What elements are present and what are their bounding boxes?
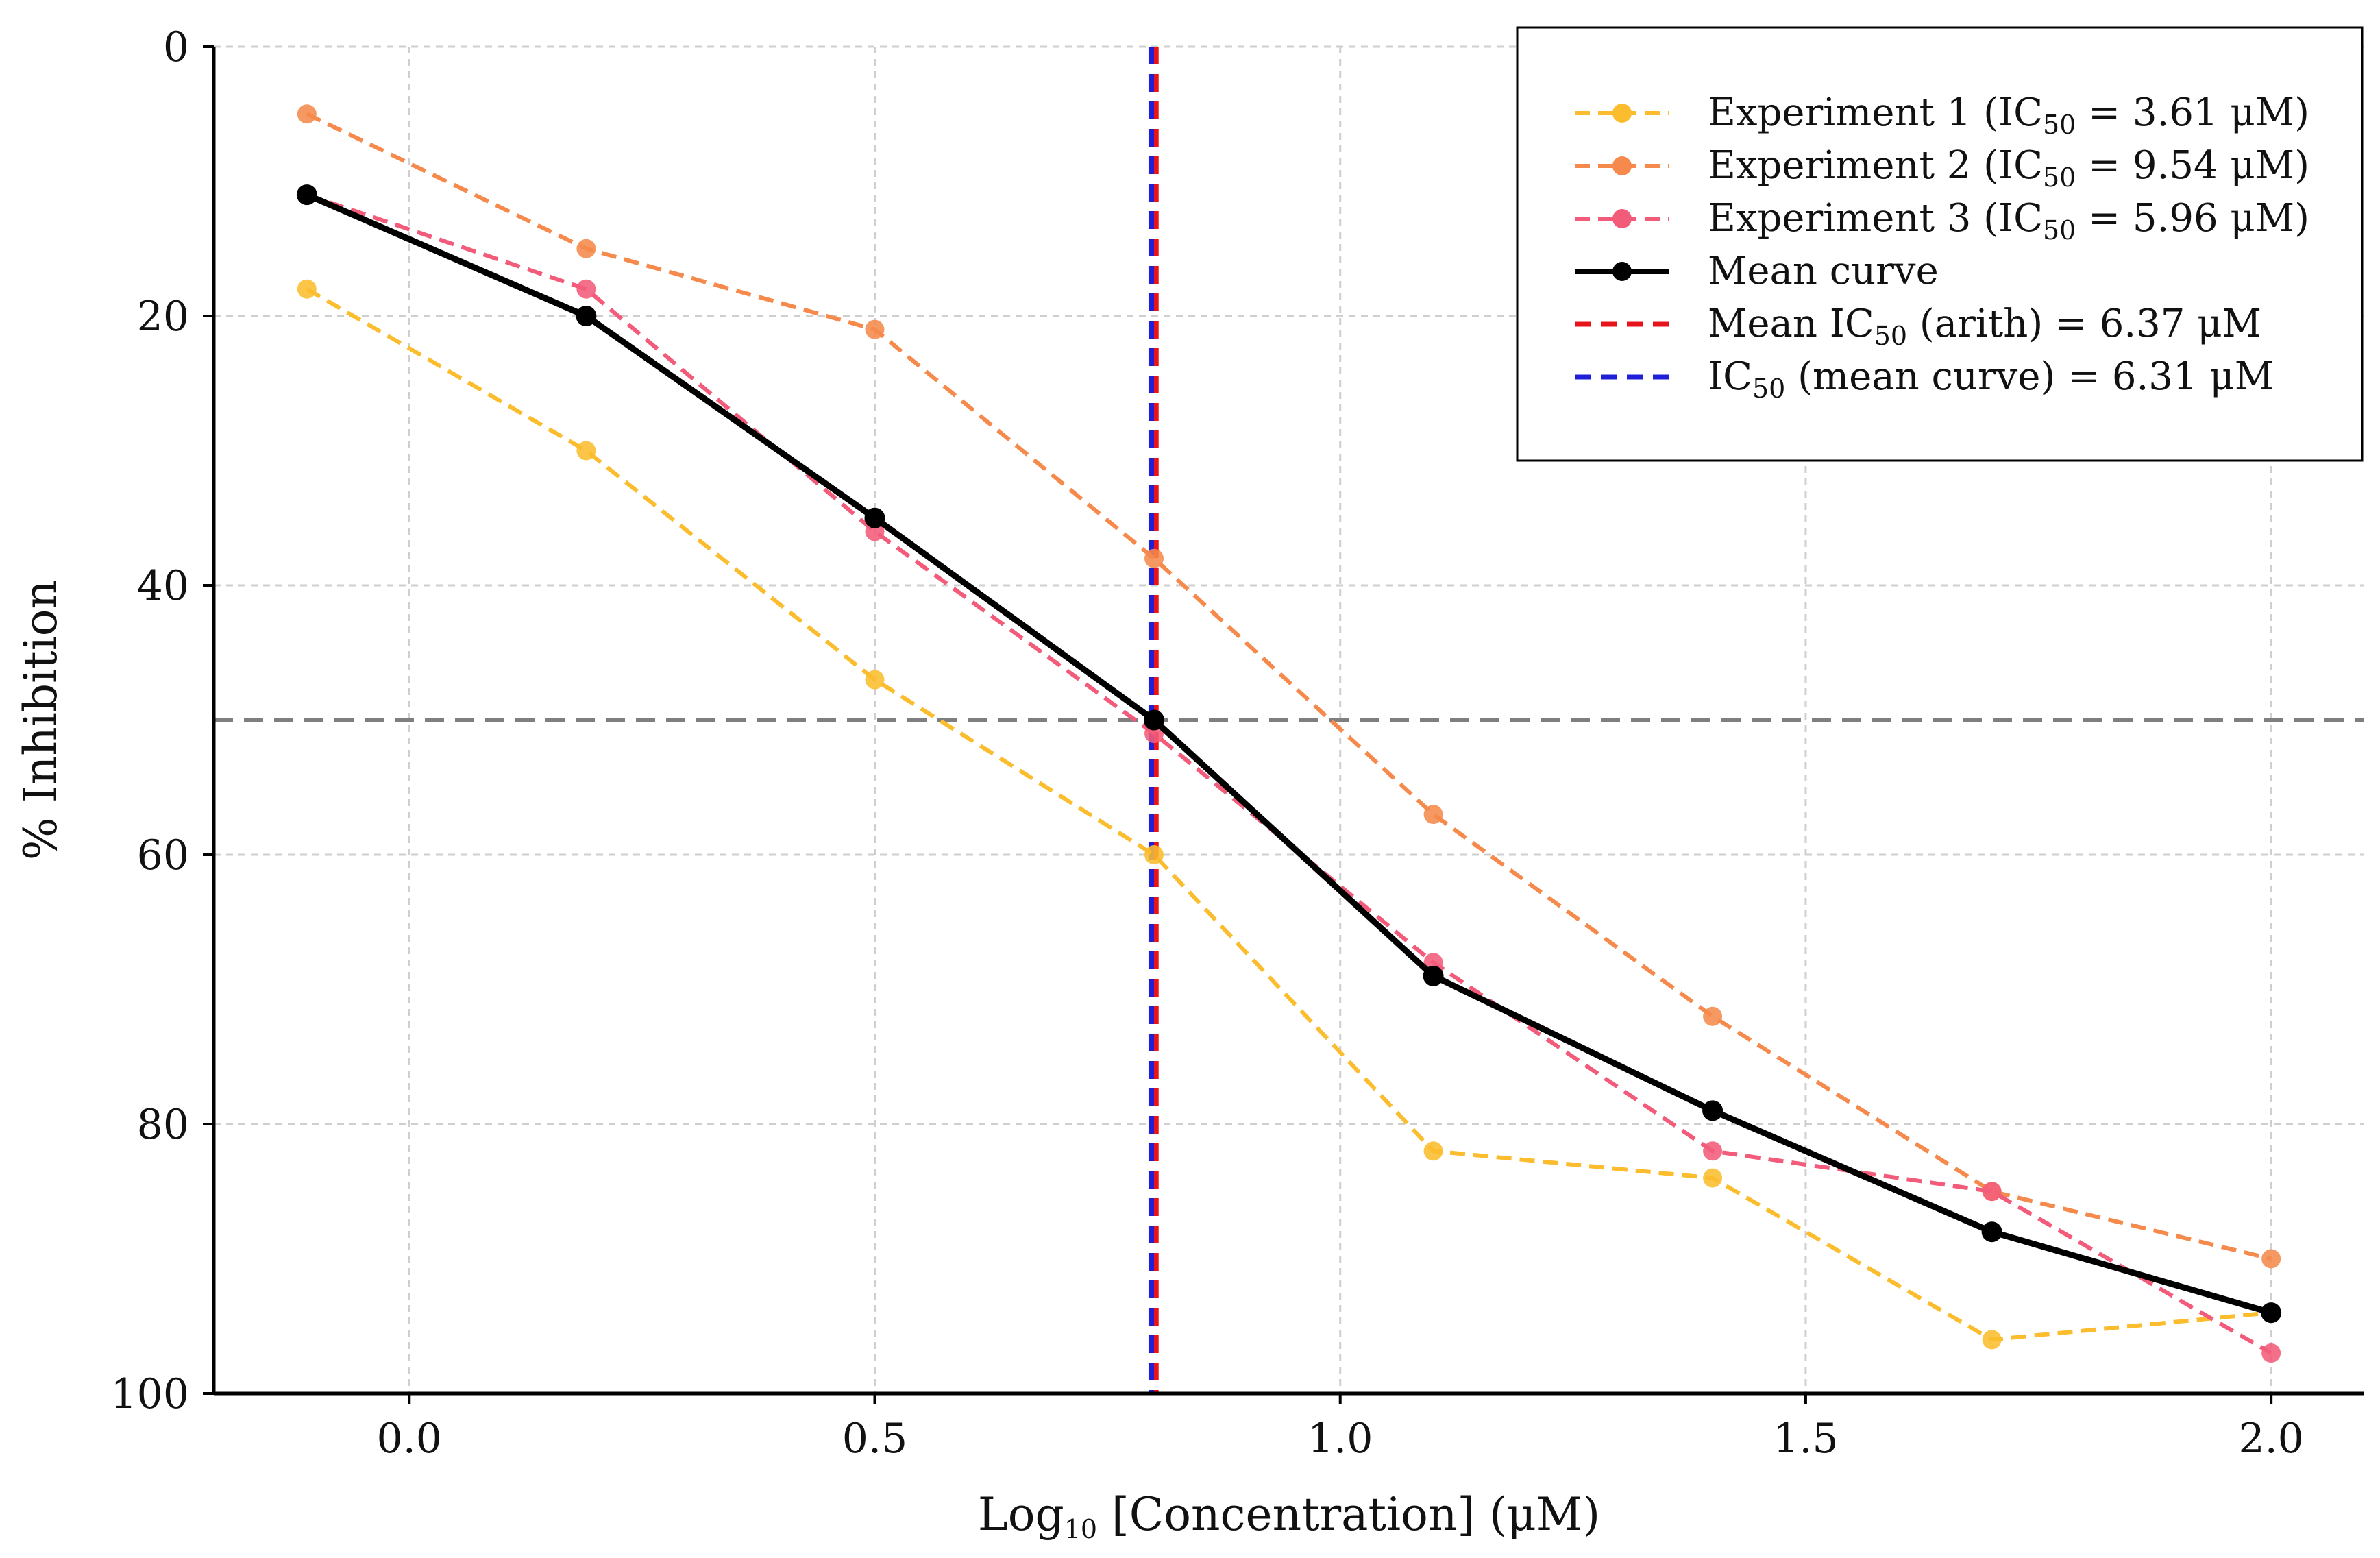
point-exp1-0 [297,279,317,299]
point-exp2-1 [576,239,596,258]
series-line-mean [306,192,2272,1316]
y-tick-label-5: 100 [110,1370,189,1418]
point-exp1-1 [576,441,596,461]
legend-box [1516,26,2364,462]
x-axis-title-main: Log [978,1488,1064,1541]
point-mean-7 [2261,1302,2282,1324]
legend-label-ic50-mean-curve-main: IC [1708,354,1752,399]
legend-label-ic50-arith-subscript: 50 [1874,321,1907,351]
legend-label-mean-main: Mean curve [1708,249,1939,293]
legend-label-exp3-main: Experiment 3 (IC [1708,196,2043,241]
legend-label-ic50-arith: Mean IC50 (arith) = 6.37 μM [1708,302,2261,351]
point-exp1-3 [1144,845,1164,864]
legend-label-exp3: Experiment 3 (IC50 = 5.96 μM) [1708,196,2309,245]
y-tick-label-1: 20 [137,293,189,341]
legend-label-ic50-arith-main: Mean IC [1708,302,1874,346]
point-mean-1 [576,306,597,326]
point-mean-6 [1981,1221,2002,1243]
legend-label-exp2-main: Experiment 2 (IC [1708,143,2043,188]
point-exp1-5 [1703,1168,1723,1188]
legend-label-ic50-mean-curve-rest: (mean curve) = 6.31 μM [1785,354,2274,399]
legend-label-exp1-main: Experiment 1 (IC [1708,90,2043,135]
point-mean-3 [1144,709,1165,731]
legend-label-exp3-rest: = 5.96 μM) [2076,196,2309,241]
point-mean-0 [296,184,317,206]
x-tick-label-3: 1.5 [1773,1415,1838,1463]
x-axis-title-rest: [Concentration] (μM) [1097,1488,1600,1541]
point-exp2-0 [297,104,317,124]
y-tick-label-4: 80 [137,1101,189,1149]
axes: 0.0 0.5 1.0 1.5 2.0 0 20 40 60 80 100 Log10 [Concen… [14,23,2364,1544]
point-exp1-2 [865,670,885,690]
legend-label-exp1: Experiment 1 (IC50 = 3.61 μM) [1708,90,2309,140]
series-line-exp2 [306,112,2272,1261]
legend-label-exp3-subscript: 50 [2043,215,2076,245]
x-tick-label-0: 0.0 [377,1415,442,1463]
series [296,104,2282,1363]
point-exp2-7 [2261,1249,2281,1269]
x-tick-label-2: 1.0 [1308,1415,1373,1463]
point-exp3-1 [576,279,596,299]
legend-label-exp2-subscript: 50 [2043,162,2076,193]
point-exp2-3 [1144,548,1164,568]
point-mean-5 [1702,1100,1723,1121]
point-mean-4 [1423,965,1444,986]
legend-label-exp1-rest: = 3.61 μM) [2076,90,2309,135]
x-tick-label-4: 2.0 [2238,1415,2303,1463]
x-tick-label-1: 0.5 [842,1415,907,1463]
x-axis-title: Log10 [Concentration] (μM) [978,1488,1600,1544]
legend: Experiment 1 (IC50 = 3.61 μM)Experiment … [1516,26,2364,462]
point-exp1-4 [1423,1141,1443,1161]
legend-label-exp2-rest: = 9.54 μM) [2076,143,2309,188]
point-exp2-2 [865,319,885,339]
legend-marker-exp1 [1612,104,1632,123]
legend-marker-exp3 [1612,209,1632,228]
legend-label-ic50-mean-curve: IC50 (mean curve) = 6.31 μM [1708,354,2274,404]
y-tick-label-3: 60 [137,831,189,879]
point-exp3-6 [1982,1182,2002,1202]
point-exp2-4 [1423,805,1443,825]
x-axis-title-subscript: 10 [1064,1514,1097,1544]
y-axis-title: % Inhibition [14,580,67,860]
point-exp3-5 [1703,1141,1723,1161]
legend-label-ic50-arith-rest: (arith) = 6.37 μM [1907,302,2261,346]
point-exp1-6 [1982,1330,2002,1350]
legend-label-exp1-subscript: 50 [2043,110,2076,140]
legend-label-exp2: Experiment 2 (IC50 = 9.54 μM) [1708,143,2309,193]
legend-marker-mean [1612,262,1632,281]
point-exp3-7 [2261,1343,2281,1363]
point-mean-2 [864,507,885,528]
series-line-exp1 [306,287,2272,1342]
y-tick-label-0: 0 [163,23,189,71]
legend-label-ic50-mean-curve-subscript: 50 [1752,374,1785,404]
legend-marker-exp2 [1612,156,1632,175]
legend-label-mean: Mean curve [1708,249,1939,293]
y-tick-label-2: 40 [137,562,189,610]
point-exp2-5 [1703,1006,1723,1026]
